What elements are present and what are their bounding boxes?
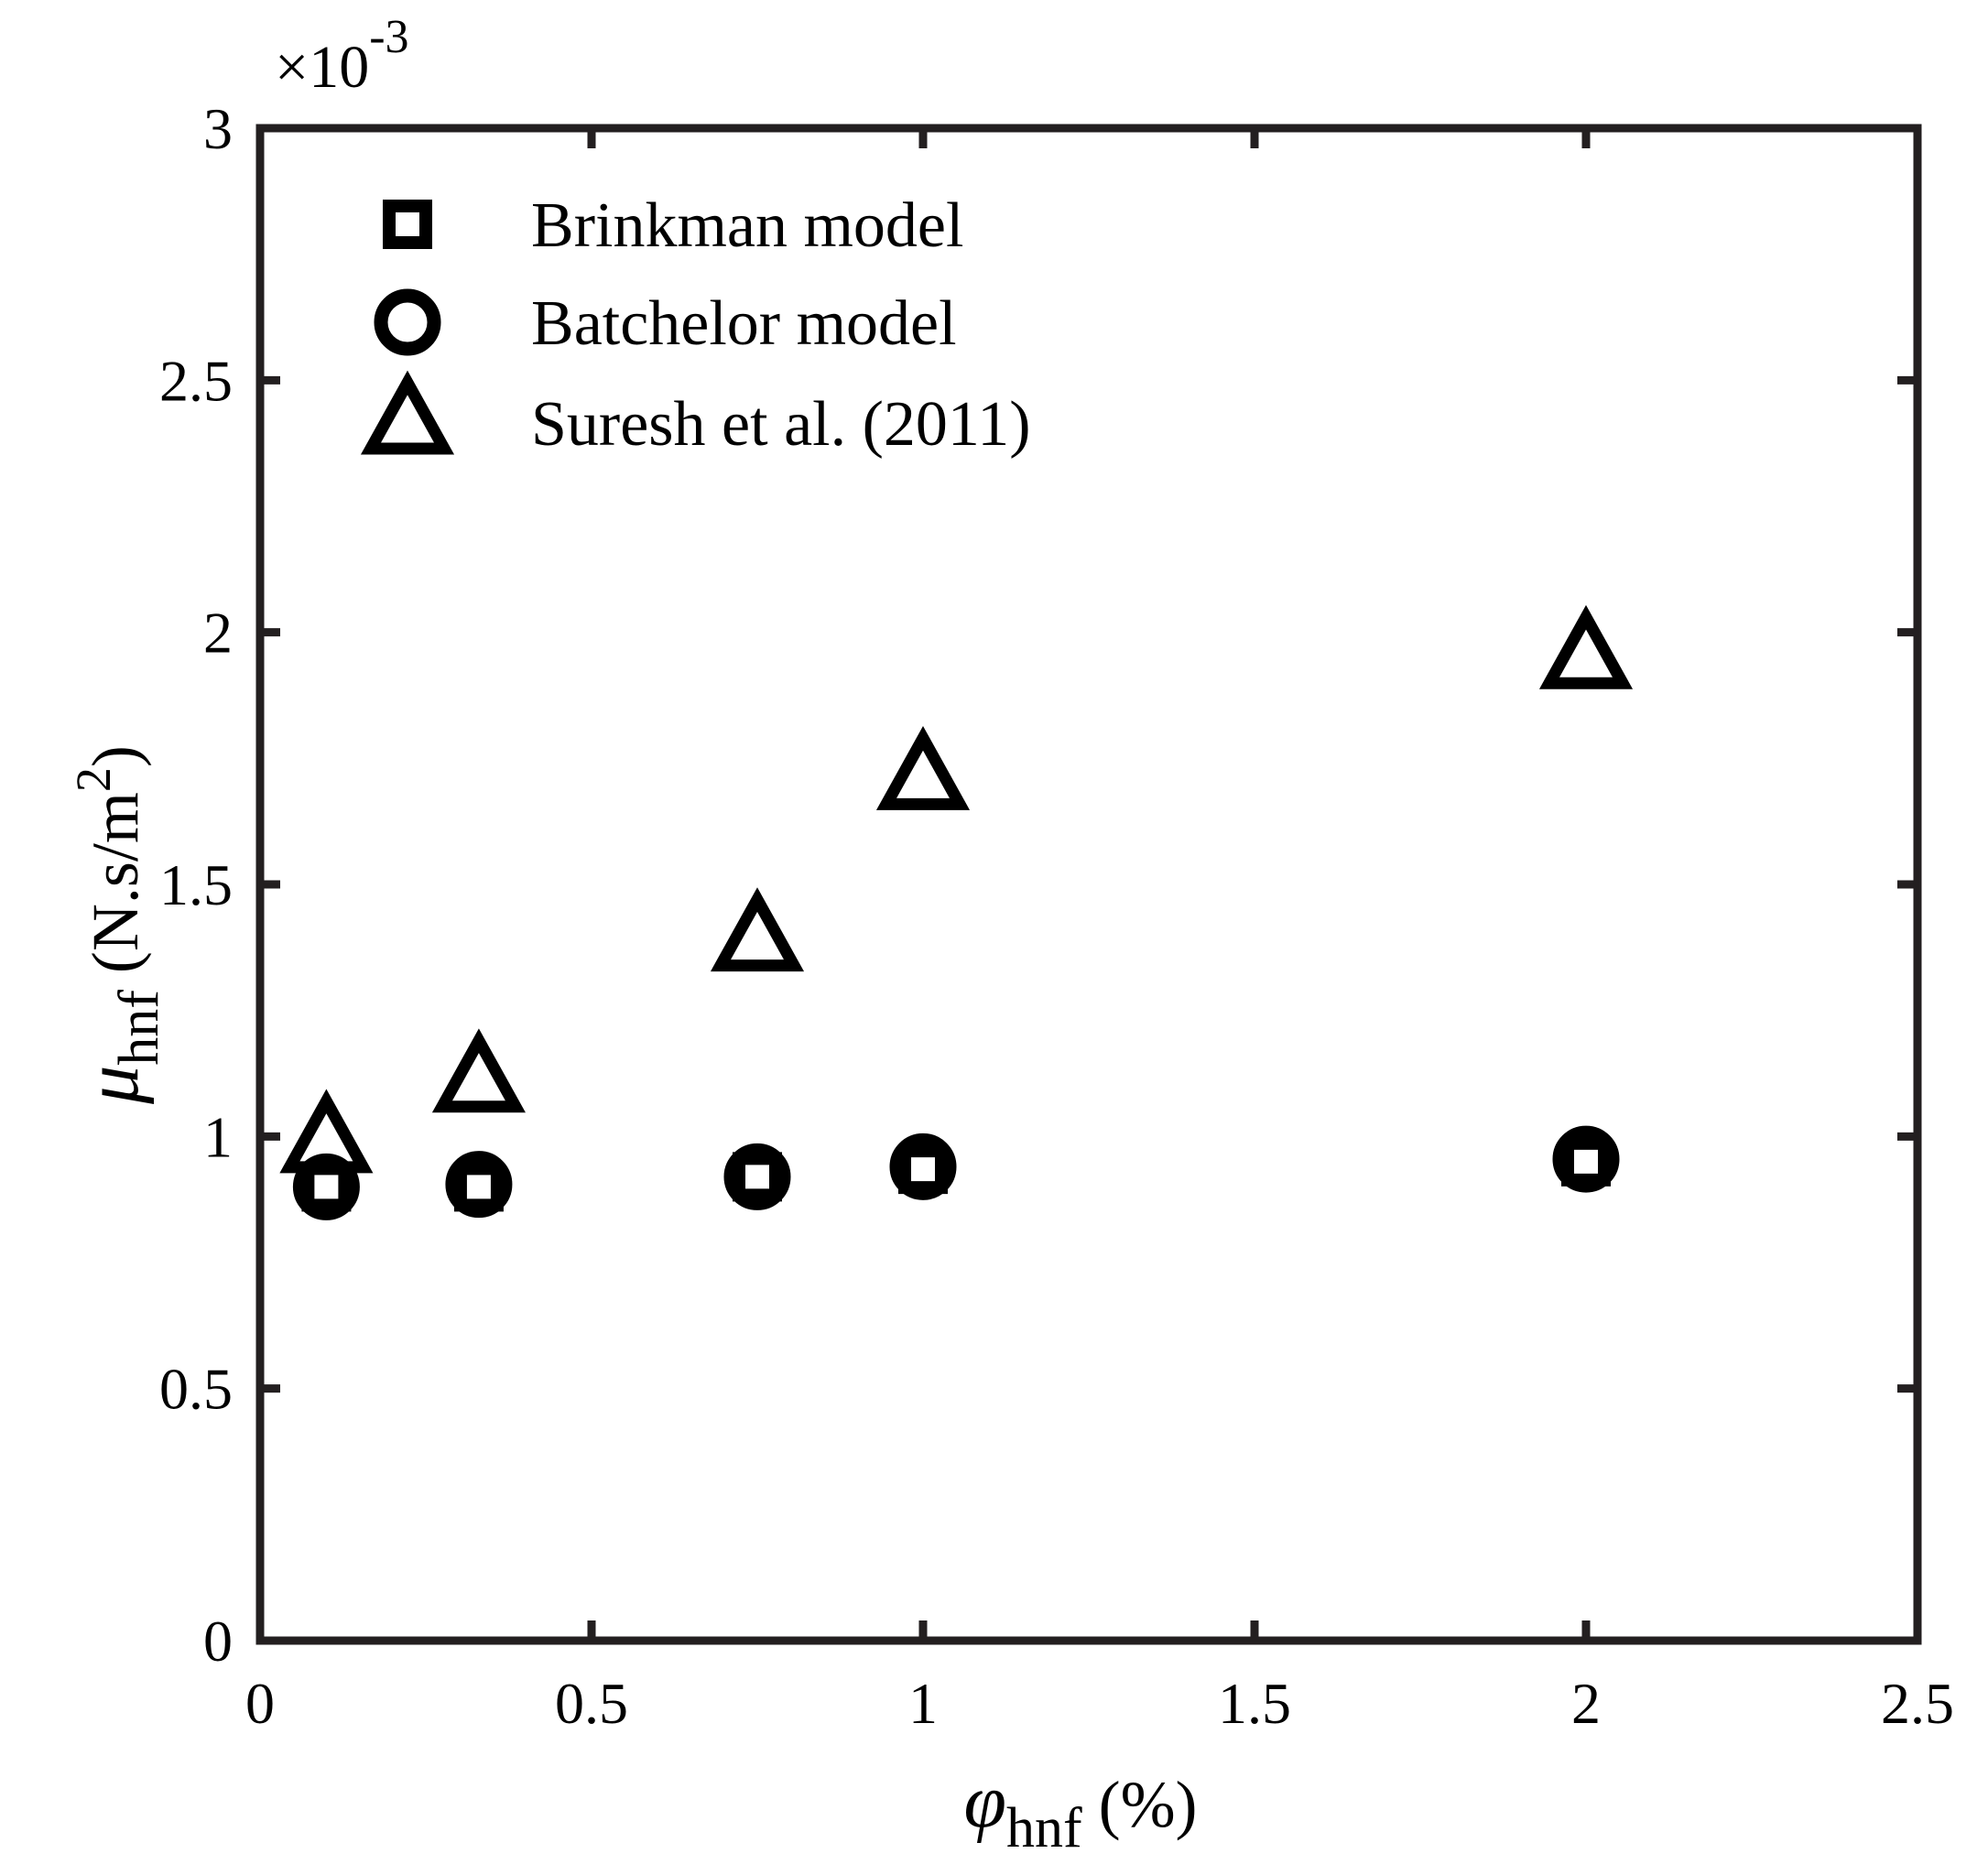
legend-triangle-marker	[360, 370, 455, 455]
y-axis-unit: (N.s/m	[79, 792, 152, 990]
legend-label: Batchelor model	[531, 288, 957, 359]
x-tick-label: 2.5	[1881, 1671, 1954, 1736]
y-axis-unit-close: )	[79, 745, 152, 767]
legend-label: Suresh et al. (2011)	[531, 389, 1031, 460]
y-tick-label: 0.5	[159, 1357, 233, 1422]
ticks: 0 0.5 1 1.5 2 2.5 0 0.5 1 1.5 2 2.5 3	[159, 96, 1954, 1736]
y-axis-subscript: hnf	[108, 990, 170, 1066]
y-tick-label: 2	[203, 601, 233, 666]
y-tick-label: 2.5	[159, 348, 233, 413]
y-tick-label: 1.5	[159, 852, 233, 917]
legend-square-marker	[383, 200, 432, 249]
x-axis-symbol: φ	[963, 1759, 1005, 1844]
y-multiplier-exponent: -3	[369, 11, 408, 63]
triangle-marker	[875, 725, 971, 810]
y-axis-title: μhnf (N.s/m2)	[66, 745, 170, 1105]
y-tick-label: 3	[203, 96, 233, 161]
circle-marker	[292, 1153, 360, 1220]
square-marker	[1561, 1136, 1611, 1187]
square-marker	[301, 1162, 352, 1212]
data-markers	[279, 604, 1634, 1220]
axes-frame	[255, 124, 1922, 1645]
x-axis-suffix: (%)	[1082, 1768, 1198, 1841]
square-marker	[733, 1152, 782, 1202]
square-marker	[453, 1162, 504, 1212]
x-tick-label: 1.5	[1218, 1671, 1291, 1736]
triangle-marker	[1538, 604, 1634, 689]
x-tick-label: 0	[245, 1671, 275, 1736]
y-axis-symbol: μ	[70, 1066, 155, 1105]
legend-circle-marker	[374, 288, 441, 356]
x-axis-subscript: hnf	[1006, 1797, 1082, 1859]
y-tick-label: 0	[203, 1609, 233, 1674]
x-tick-label: 0.5	[555, 1671, 628, 1736]
y-multiplier: ×10-3	[275, 11, 409, 101]
square-marker	[898, 1144, 948, 1195]
x-axis-title: φhnf (%)	[963, 1759, 1197, 1859]
triangle-marker	[710, 887, 805, 972]
circle-marker	[723, 1143, 791, 1210]
legend: Brinkman model Batchelor model Suresh et a…	[360, 190, 1031, 460]
y-axis-unit-superscript: 2	[66, 767, 121, 792]
y-tick-label: 1	[203, 1104, 233, 1169]
y-multiplier-base: ×10	[275, 34, 369, 101]
x-tick-label: 2	[1571, 1671, 1601, 1736]
x-tick-label: 1	[908, 1671, 938, 1736]
legend-label: Brinkman model	[531, 190, 963, 261]
triangle-marker	[431, 1028, 526, 1113]
